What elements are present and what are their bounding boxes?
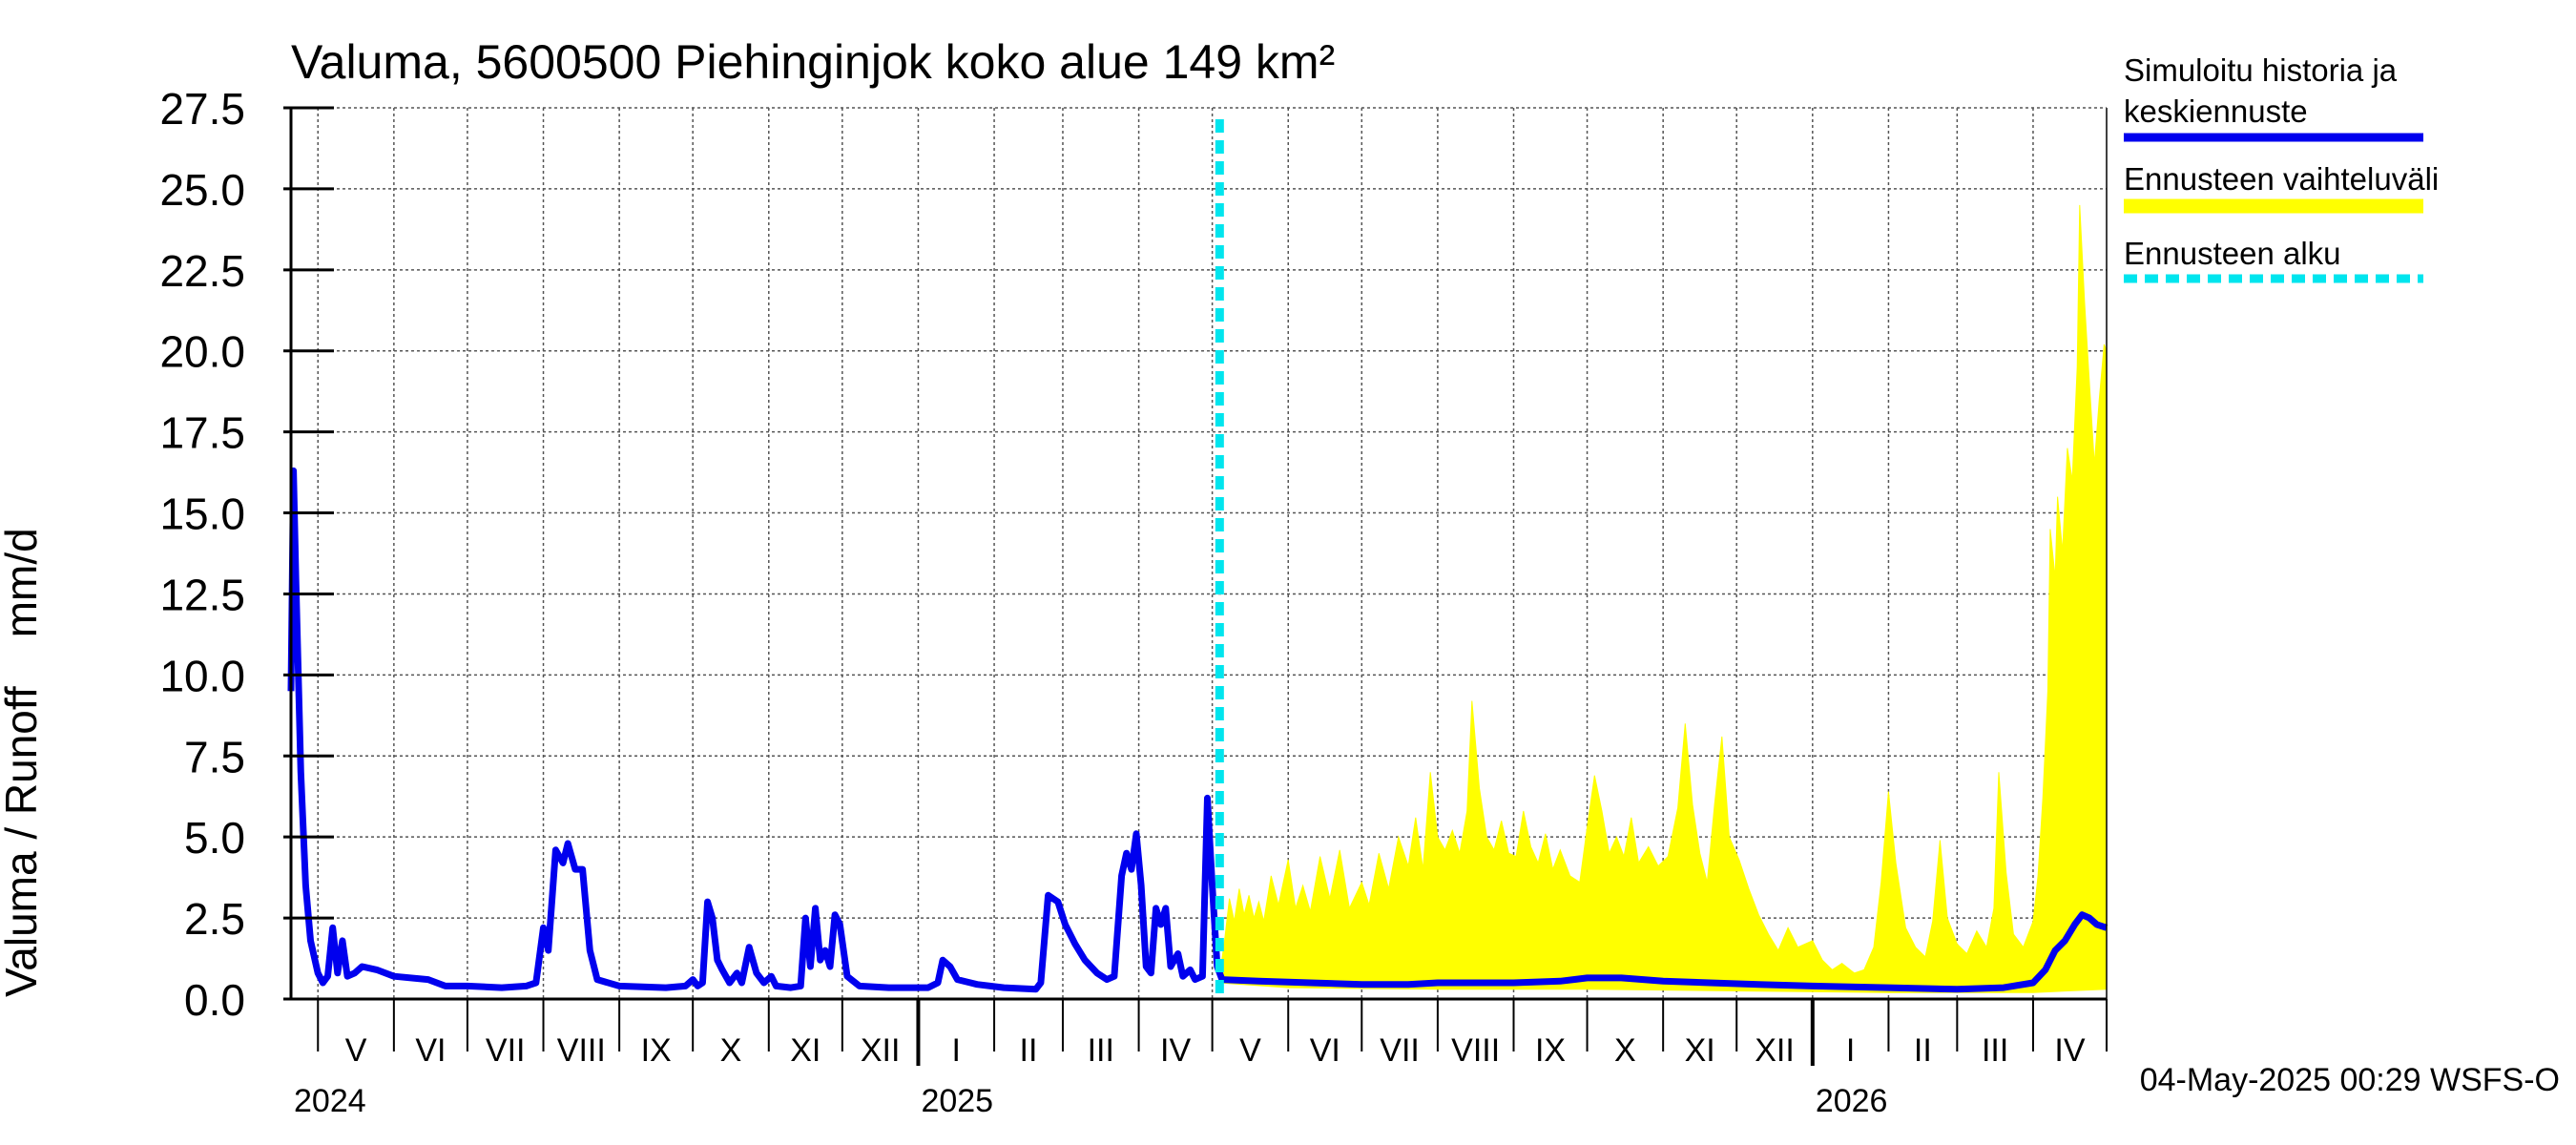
month-label: IV	[1160, 1032, 1191, 1069]
y-tick-label: 20.0	[159, 327, 245, 377]
month-label: I	[1846, 1032, 1855, 1069]
year-label: 2024	[294, 1083, 366, 1119]
y-tick-label: 5.0	[184, 813, 245, 863]
month-label: VIII	[1451, 1032, 1500, 1069]
month-label: VIII	[557, 1032, 606, 1069]
y-axis: 0.0 2.5 5.0 7.5 10.0 12.5 15.0 17.5 20.0 22.5 25.0…	[159, 84, 334, 1025]
legend: Simuloitu historia ja keskiennuste Ennuste…	[2124, 52, 2439, 283]
month-label: XII	[1755, 1032, 1795, 1069]
year-label: 2025	[921, 1083, 993, 1119]
month-label: XI	[1685, 1032, 1715, 1069]
legend-label-range: Ennusteen vaihteluväli	[2124, 161, 2439, 197]
month-label: XII	[861, 1032, 901, 1069]
x-axis: V VI VII VIII IX X XI XII I II III IV V VI VII VIII IX X X…	[294, 999, 2108, 1119]
month-label: IX	[1535, 1032, 1566, 1069]
y-tick-label: 12.5	[159, 570, 245, 619]
legend-label-simulated-cont: keskiennuste	[2124, 94, 2308, 129]
y-axis-label: Valuma / Runoff mm/d	[0, 528, 46, 997]
month-label: XI	[790, 1032, 821, 1069]
month-label: IX	[641, 1032, 672, 1069]
month-label: X	[720, 1032, 742, 1069]
legend-label-forecast-start: Ennusteen alku	[2124, 236, 2341, 271]
month-label: IV	[2054, 1032, 2085, 1069]
month-label: X	[1614, 1032, 1636, 1069]
month-label: VI	[1310, 1032, 1340, 1069]
plot-area	[287, 107, 2109, 1001]
legend-label-simulated: Simuloitu historia ja	[2124, 52, 2398, 88]
y-tick-label: 10.0	[159, 651, 245, 700]
y-tick-label: 25.0	[159, 165, 245, 215]
month-label: VII	[1380, 1032, 1420, 1069]
y-tick-label: 7.5	[184, 732, 245, 781]
y-tick-label: 15.0	[159, 489, 245, 539]
month-label: III	[1982, 1032, 2008, 1069]
chart-title: Valuma, 5600500 Piehinginjok koko alue 1…	[291, 35, 1335, 89]
y-tick-label: 17.5	[159, 408, 245, 458]
month-label: VII	[486, 1032, 526, 1069]
y-tick-label: 2.5	[184, 894, 245, 944]
y-tick-label: 22.5	[159, 246, 245, 296]
month-label: II	[1020, 1032, 1038, 1069]
month-label: V	[345, 1032, 367, 1069]
month-label: I	[952, 1032, 961, 1069]
month-label: V	[1239, 1032, 1261, 1069]
simulated-runoff-line	[287, 467, 2109, 993]
forecast-range-band	[1218, 204, 2108, 993]
y-tick-label: 0.0	[184, 975, 245, 1025]
year-label: 2026	[1816, 1083, 1888, 1119]
month-label: III	[1088, 1032, 1114, 1069]
y-tick-label: 27.5	[159, 84, 245, 134]
timestamp: 04-May-2025 00:29 WSFS-O	[2140, 1062, 2560, 1098]
month-label: II	[1914, 1032, 1932, 1069]
month-label: VI	[415, 1032, 446, 1069]
